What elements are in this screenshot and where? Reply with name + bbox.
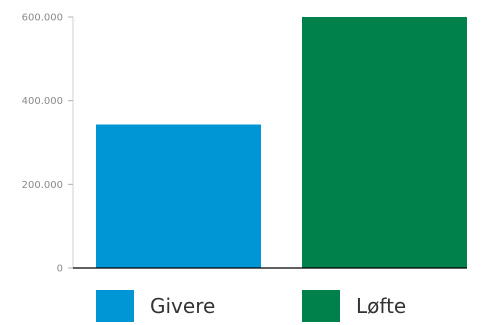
bar-givere [96,124,261,269]
legend-swatch-givere [96,290,134,322]
y-axis: 0 200.000 400.000 600.000 [22,13,74,275]
bars [96,17,467,269]
bar-lofte [302,17,467,268]
y-tick-label: 400.000 [22,96,63,107]
legend-swatch-lofte [302,290,340,322]
y-tick-label: 0 [57,264,63,275]
legend-item-givere: Givere [96,290,215,322]
y-tick-label: 200.000 [22,180,63,191]
bar-chart: 0 200.000 400.000 600.000 [22,13,467,275]
legend: Givere Løfte [0,290,481,322]
legend-label-givere: Givere [150,294,216,318]
legend-item-lofte: Løfte [302,290,406,322]
legend-label-lofte: Løfte [356,294,407,318]
y-tick-label: 600.000 [22,13,63,24]
